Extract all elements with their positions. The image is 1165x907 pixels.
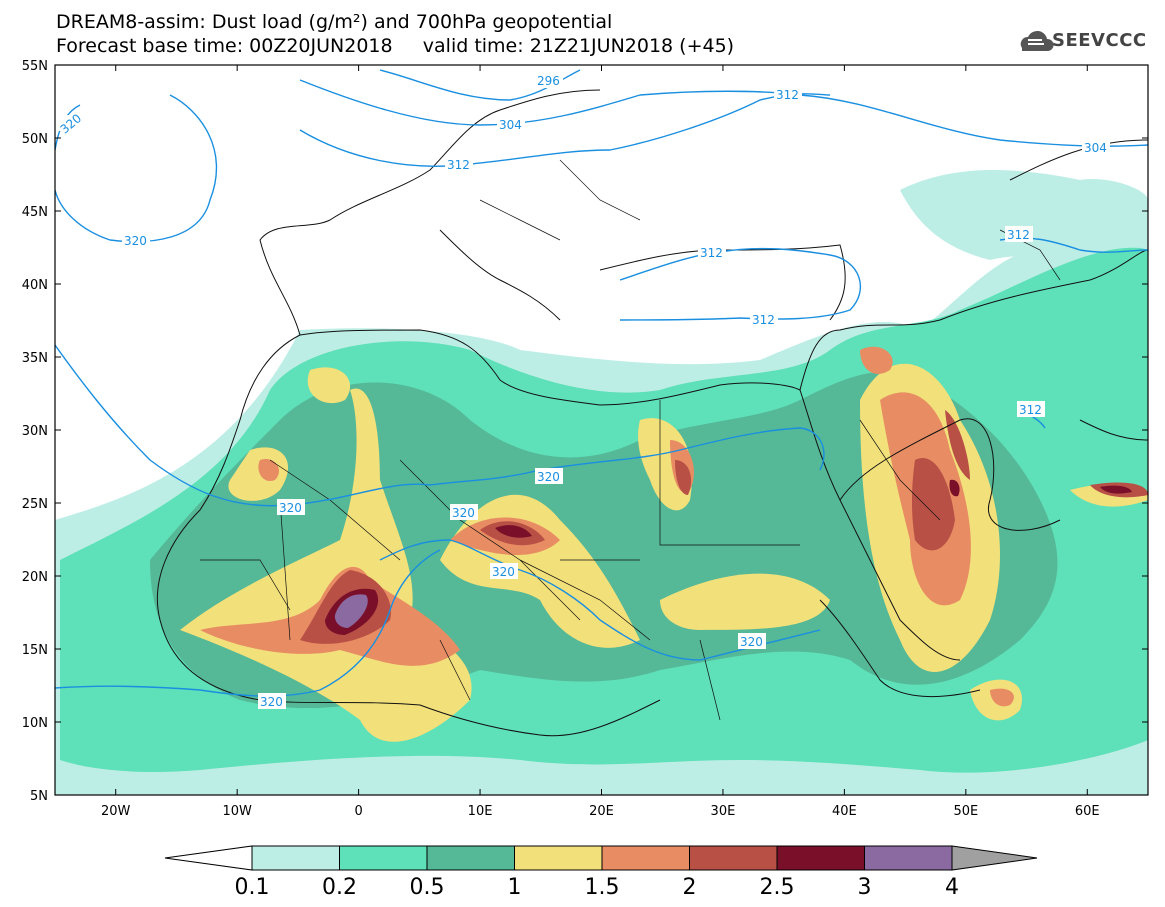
colorbar-label: 0.2 [322, 875, 357, 900]
colorbar-label: 1 [508, 875, 522, 900]
lat-tick-label: 50N [22, 132, 48, 147]
map-title: DREAM8-assim: Dust load (g/m²) and 700hP… [56, 11, 613, 33]
lon-tick-label: 50E [953, 804, 978, 819]
logo-text: SEEVCCC [1052, 30, 1147, 51]
colorbar-label: 0.1 [235, 875, 270, 900]
contour-label: 312 [700, 246, 723, 260]
lon-tick-label: 30E [711, 804, 736, 819]
lon-tick-label: 10W [222, 804, 252, 819]
lat-tick-label: 35N [22, 351, 48, 366]
colorbar-under-triangle [164, 845, 253, 871]
borders [200, 159, 1061, 721]
lat-tick-label: 30N [22, 424, 48, 439]
lon-axis: 20W 10W 0 10E 20E 30E 40E 50E 60E [101, 65, 1100, 819]
lat-tick-label: 25N [22, 497, 48, 512]
contour-label: 304 [1084, 141, 1107, 155]
contour-label: 312 [447, 158, 470, 172]
lat-tick-label: 40N [22, 278, 48, 293]
colorbar-swatch [251, 845, 340, 871]
coastlines [156, 89, 1148, 737]
colorbar-label: 3 [858, 875, 872, 900]
lon-tick-label: 60E [1075, 804, 1100, 819]
contour-label: 296 [537, 74, 560, 88]
contour-label: 320 [537, 470, 560, 484]
contour-label: 312 [776, 88, 799, 102]
colorbar-label: 2 [683, 875, 697, 900]
colorbar-label: 0.5 [410, 875, 445, 900]
colorbar-swatch [601, 845, 690, 871]
lat-tick-label: 20N [22, 570, 48, 585]
lon-tick-label: 20E [589, 804, 614, 819]
contour-label: 312 [1019, 403, 1042, 417]
lon-tick-label: 0 [354, 804, 362, 819]
contour-label: 312 [752, 313, 775, 327]
lat-tick-label: 10N [22, 716, 48, 731]
contour-label: 320 [279, 501, 302, 515]
contour-label: 320 [740, 635, 763, 649]
colorbar-swatch [514, 845, 603, 871]
contour-label: 320 [492, 565, 515, 579]
colorbar-over-triangle [951, 845, 1038, 871]
lat-tick-label: 15N [22, 643, 48, 658]
colorbar-label: 4 [945, 875, 959, 900]
contour-label: 312 [1007, 228, 1030, 242]
colorbar: 0.1 0.2 0.5 1 1.5 2 2.5 3 4 [164, 845, 1038, 900]
contour-label: 320 [124, 234, 147, 248]
colorbar-swatch [776, 845, 865, 871]
lat-tick-label: 55N [22, 59, 48, 74]
dust-layer-light-ne [900, 170, 1148, 260]
lat-axis: 55N 50N 45N 40N 35N 30N 25N 20N 15N 10N 5N [22, 59, 1148, 804]
contour-label: 304 [499, 118, 522, 132]
colorbar-swatch [426, 845, 515, 871]
colorbar-swatch [339, 845, 428, 871]
lon-tick-label: 10E [468, 804, 493, 819]
colorbar-swatch [864, 845, 953, 871]
map-subtitle: Forecast base time: 00Z20JUN2018 valid t… [56, 35, 735, 57]
lat-tick-label: 5N [30, 789, 48, 804]
contour-label: 320 [452, 506, 475, 520]
dust-field [55, 170, 1148, 795]
dust-layer-3 [334, 594, 368, 628]
colorbar-label: 2.5 [760, 875, 795, 900]
cloud-logo-icon [1020, 30, 1054, 51]
colorbar-label: 1.5 [585, 875, 620, 900]
lon-tick-label: 20W [101, 804, 131, 819]
contour-label: 320 [260, 695, 283, 709]
lat-tick-label: 45N [22, 205, 48, 220]
lon-tick-label: 40E [832, 804, 857, 819]
colorbar-swatch [689, 845, 778, 871]
